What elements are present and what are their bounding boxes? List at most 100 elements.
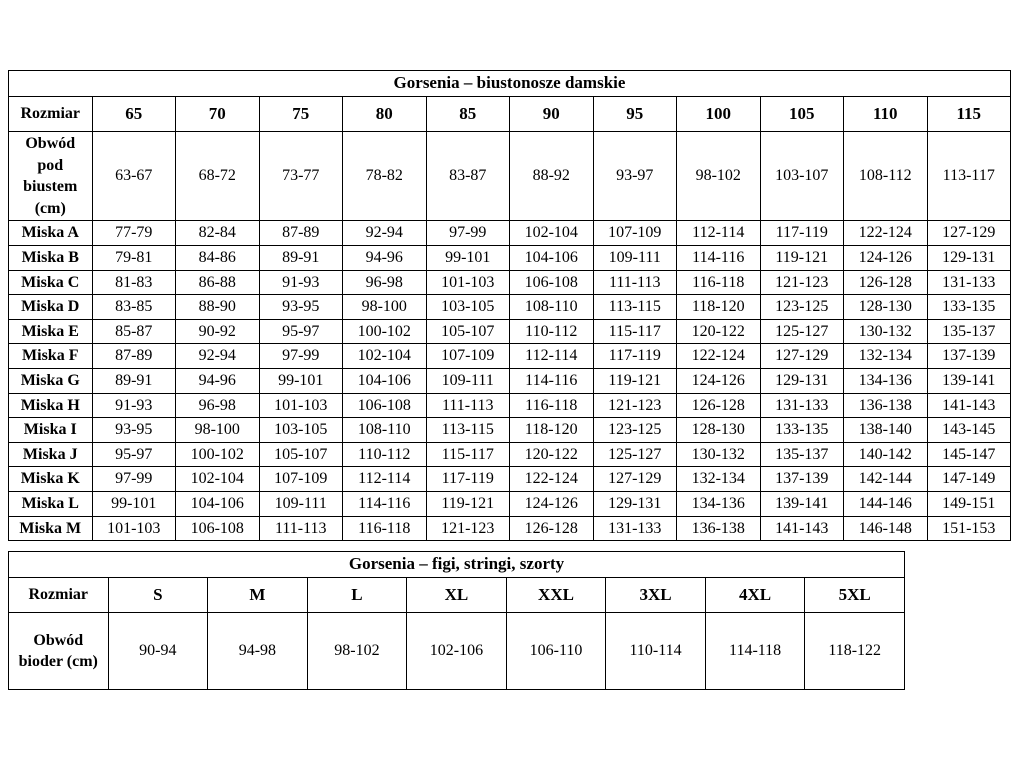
table-cell: 85-87 [91, 318, 176, 345]
table-cell: 79-81 [91, 244, 176, 271]
table-cell: 63-67 [91, 130, 176, 222]
table-cell: 92-94 [342, 220, 427, 246]
table-cell: 114-116 [509, 367, 594, 394]
table-cell: 91-93 [91, 392, 176, 419]
table-cell: 126-128 [843, 269, 928, 296]
table-title-row: Gorsenia – biustonosze damskie [8, 70, 1011, 97]
table-cell: 88-92 [509, 130, 594, 222]
table-cell: 125-127 [759, 318, 844, 345]
table-cell: 131-133 [592, 515, 677, 542]
table-cell: 99-101 [91, 490, 176, 517]
table-cell: 73-77 [258, 130, 343, 222]
table-cell: 94-98 [207, 612, 308, 691]
table-cell: 101-103 [258, 392, 343, 419]
column-header: XL [406, 577, 507, 614]
row-label: Miska K [8, 466, 93, 492]
table-cell: 123-125 [592, 417, 677, 443]
table-cell: 106-108 [175, 515, 260, 542]
table-cell: 128-130 [843, 294, 928, 320]
table-cell: 122-124 [509, 466, 594, 492]
table-cell: 151-153 [926, 515, 1011, 542]
table-cell: 113-115 [425, 417, 510, 443]
column-header: 100 [676, 96, 761, 132]
table-cell: 140-142 [843, 441, 928, 468]
table-cell: 107-109 [425, 343, 510, 369]
row-label: Miska H [8, 392, 93, 419]
table-cell: 146-148 [843, 515, 928, 542]
table-cell: 106-108 [342, 392, 427, 419]
table-title: Gorsenia – figi, stringi, szorty [8, 551, 905, 579]
table-cell: 84-86 [175, 244, 260, 271]
table-cell: 121-123 [759, 269, 844, 296]
table-cell: 129-131 [926, 244, 1011, 271]
table-cell: 126-128 [509, 515, 594, 542]
table-cell: 93-97 [592, 130, 677, 222]
table-cell: 125-127 [592, 441, 677, 468]
table-cell: 83-85 [91, 294, 176, 320]
table-cell: 109-111 [425, 367, 510, 394]
row-label: Miska L [8, 490, 93, 517]
table-cell: 102-104 [509, 220, 594, 246]
table-cell: 149-151 [926, 490, 1011, 517]
table-cell: 98-102 [676, 130, 761, 222]
table-cell: 124-126 [509, 490, 594, 517]
column-header: 65 [91, 96, 176, 132]
column-header: 75 [258, 96, 343, 132]
table-row: Miska C 81-83 86-88 91-93 96-98 101-103 106-10… [8, 269, 1011, 296]
table-cell: 117-119 [425, 466, 510, 492]
table-cell: 116-118 [342, 515, 427, 542]
table-cell: 98-100 [175, 417, 260, 443]
column-header: 3XL [605, 577, 706, 614]
table-cell: 109-111 [592, 244, 677, 271]
table-cell: 94-96 [342, 244, 427, 271]
table-cell: 89-91 [91, 367, 176, 394]
table-cell: 141-143 [926, 392, 1011, 419]
table-cell: 99-101 [258, 367, 343, 394]
column-header: S [107, 577, 209, 614]
table-cell: 119-121 [592, 367, 677, 394]
table-row: Miska A 77-79 82-84 87-89 92-94 97-99 102-104 1… [8, 220, 1011, 246]
column-header: 90 [509, 96, 594, 132]
table-cell: 136-138 [676, 515, 761, 542]
table-cell: 114-116 [676, 244, 761, 271]
table-cell: 78-82 [342, 130, 427, 222]
table-cell: 113-117 [926, 130, 1011, 222]
table-cell: 143-145 [926, 417, 1011, 443]
table-cell: 97-99 [91, 466, 176, 492]
table-cell: 119-121 [759, 244, 844, 271]
table-cell: 108-110 [509, 294, 594, 320]
table-cell: 93-95 [91, 417, 176, 443]
table-cell: 128-130 [676, 417, 761, 443]
row-label: Miska F [8, 343, 93, 369]
table-row: Miska M 101-103 106-108 111-113 116-118 121-1… [8, 515, 1011, 542]
table-cell: 100-102 [175, 441, 260, 468]
table-cell: 114-116 [342, 490, 427, 517]
table-cell: 91-93 [258, 269, 343, 296]
table-cell: 104-106 [509, 244, 594, 271]
table-cell: 97-99 [258, 343, 343, 369]
bras-size-table: Gorsenia – biustonosze damskie Rozmiar 65 7… [8, 70, 1011, 542]
row-label: Obwód bioder (cm) [8, 612, 109, 691]
column-header: 110 [843, 96, 928, 132]
table-cell: 96-98 [342, 269, 427, 296]
table-cell: 95-97 [258, 318, 343, 345]
table-cell: 92-94 [175, 343, 260, 369]
table-cell: 139-141 [926, 367, 1011, 394]
table-cell: 106-110 [505, 612, 607, 691]
table-title: Gorsenia – biustonosze damskie [8, 70, 1011, 97]
table-row: Miska H 91-93 96-98 101-103 106-108 111-113 11… [8, 392, 1011, 419]
table-cell: 111-113 [592, 269, 677, 296]
table-cell: 142-144 [843, 466, 928, 492]
table-cell: 86-88 [175, 269, 260, 296]
table-cell: 82-84 [175, 220, 260, 246]
table-cell: 138-140 [843, 417, 928, 443]
table-cell: 110-112 [509, 318, 594, 345]
table-cell: 108-112 [843, 130, 928, 222]
table-cell: 121-123 [592, 392, 677, 419]
table-cell: 145-147 [926, 441, 1011, 468]
table-cell: 107-109 [592, 220, 677, 246]
table-row: Miska L 99-101 104-106 109-111 114-116 119-12… [8, 490, 1011, 517]
table-cell: 102-106 [406, 612, 507, 691]
row-label: Miska B [8, 244, 93, 271]
table-cell: 118-122 [804, 612, 905, 691]
